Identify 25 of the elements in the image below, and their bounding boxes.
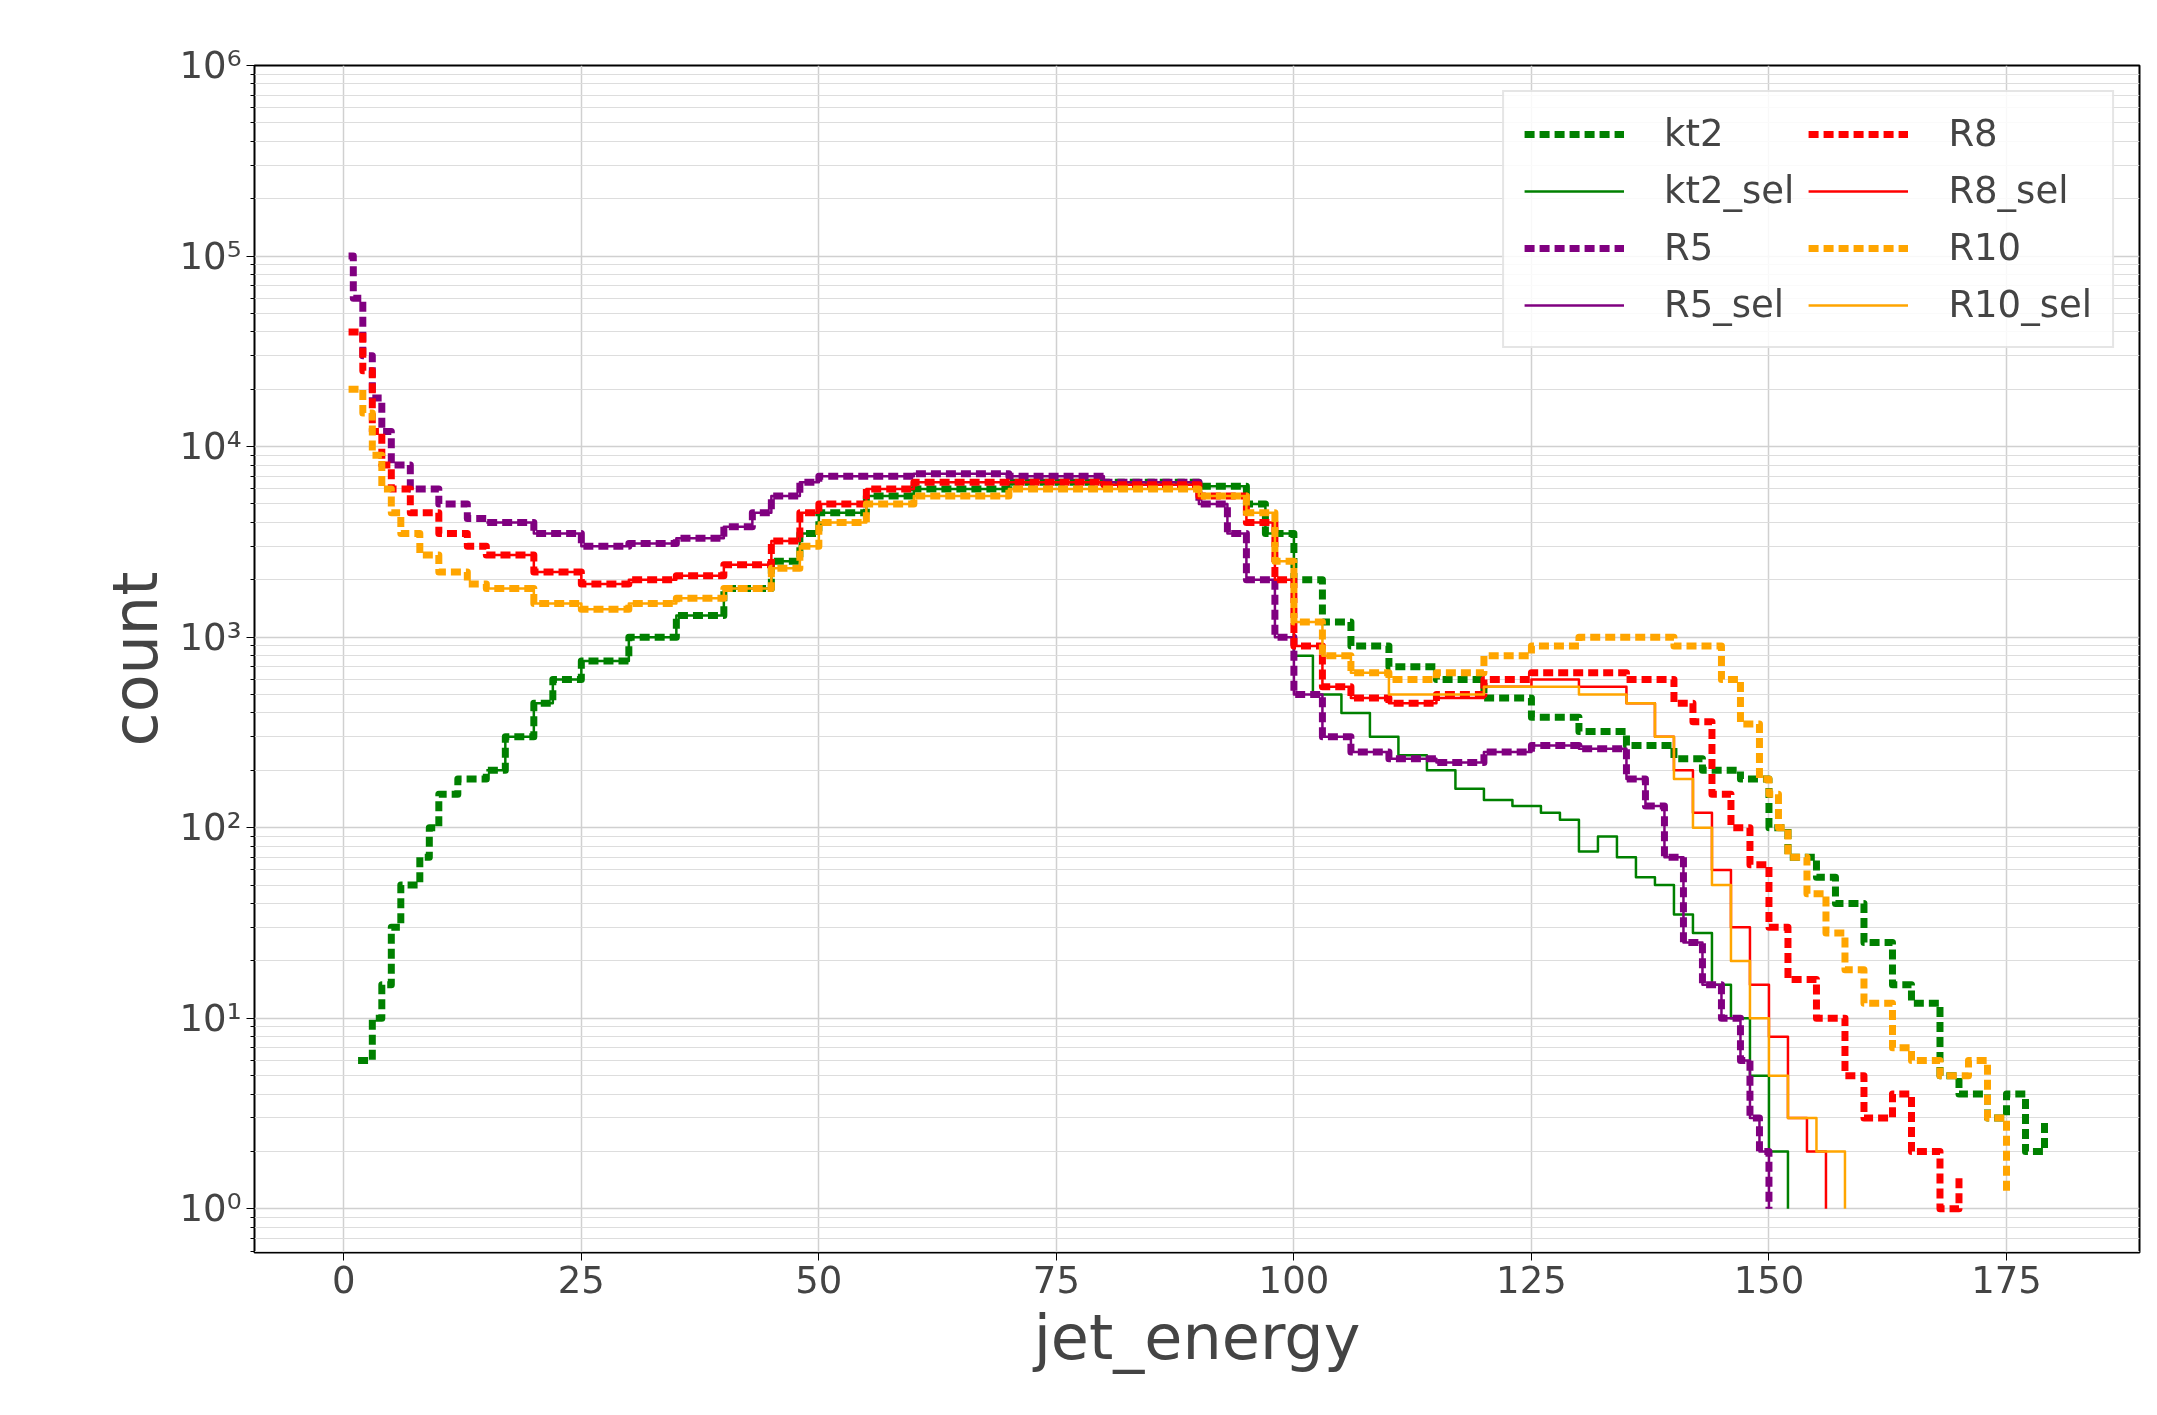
legend-label: R10 bbox=[1948, 226, 2022, 269]
legend-label: R8_sel bbox=[1948, 169, 2069, 212]
legend-label: R10_sel bbox=[1948, 283, 2092, 326]
x-tick-label: 100 bbox=[1258, 1258, 1330, 1302]
y-axis-title: count bbox=[98, 571, 172, 747]
legend-label: R5 bbox=[1664, 226, 1714, 269]
legend-label: R8 bbox=[1948, 112, 1998, 155]
legend-label: kt2_sel bbox=[1664, 169, 1795, 212]
x-tick-label: 75 bbox=[1032, 1258, 1080, 1302]
x-tick-label: 125 bbox=[1496, 1258, 1567, 1302]
x-axis-title: jet_energy bbox=[1031, 1300, 1361, 1374]
y-tick-label: 10⁴ bbox=[179, 425, 242, 469]
legend-label: R5_sel bbox=[1664, 283, 1785, 326]
x-tick-label: 25 bbox=[557, 1258, 605, 1302]
y-tick-label: 10⁰ bbox=[179, 1187, 242, 1231]
y-tick-label: 10¹ bbox=[179, 996, 242, 1040]
y-tick-label: 10⁵ bbox=[179, 234, 242, 278]
y-tick-label: 10³ bbox=[179, 615, 242, 659]
legend-label: kt2 bbox=[1664, 112, 1724, 155]
y-tick-label: 10² bbox=[179, 806, 242, 850]
y-tick-label: 10⁶ bbox=[179, 44, 242, 87]
x-tick-label: 0 bbox=[332, 1258, 356, 1302]
x-tick-label: 50 bbox=[795, 1258, 843, 1302]
x-tick-label: 175 bbox=[1971, 1258, 2042, 1302]
x-tick-label: 150 bbox=[1733, 1258, 1805, 1302]
